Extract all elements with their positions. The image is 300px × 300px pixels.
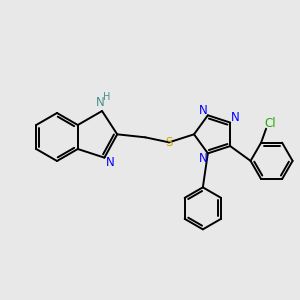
Text: N: N: [231, 111, 240, 124]
Text: N: N: [199, 152, 207, 165]
Text: N: N: [199, 104, 207, 117]
Text: S: S: [165, 136, 173, 149]
Text: N: N: [106, 156, 115, 169]
Text: H: H: [103, 92, 111, 102]
Text: N: N: [96, 95, 104, 109]
Text: Cl: Cl: [264, 117, 276, 130]
